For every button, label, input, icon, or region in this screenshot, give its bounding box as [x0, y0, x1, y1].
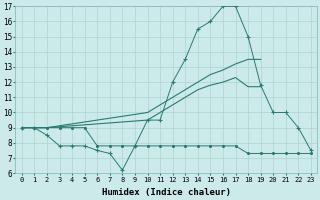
X-axis label: Humidex (Indice chaleur): Humidex (Indice chaleur)	[102, 188, 231, 197]
